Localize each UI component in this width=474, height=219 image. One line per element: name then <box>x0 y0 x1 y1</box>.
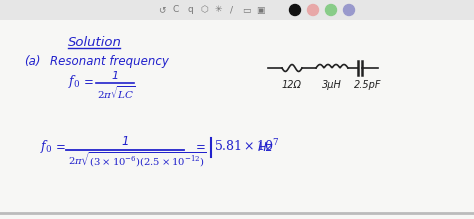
Text: 3μH: 3μH <box>322 80 342 90</box>
Text: C: C <box>173 5 179 14</box>
Text: 1: 1 <box>121 135 129 148</box>
Circle shape <box>326 5 337 16</box>
Text: ▣: ▣ <box>256 5 264 14</box>
Text: =: = <box>56 141 66 154</box>
Text: ↺: ↺ <box>158 5 166 14</box>
Text: 1: 1 <box>111 71 118 81</box>
Text: q: q <box>187 5 193 14</box>
Text: /: / <box>230 5 234 14</box>
Text: (a): (a) <box>24 55 40 68</box>
Text: $2\pi\sqrt{(3\times10^{-6})(2.5\times10^{-12})}$: $2\pi\sqrt{(3\times10^{-6})(2.5\times10^… <box>68 151 206 169</box>
Bar <box>0 0 474 20</box>
Text: ✳: ✳ <box>214 5 222 14</box>
Text: Solution: Solution <box>68 36 122 49</box>
Text: ▭: ▭ <box>242 5 250 14</box>
Text: 2.5pF: 2.5pF <box>354 80 382 90</box>
Text: =: = <box>196 141 206 154</box>
Text: $f_0$: $f_0$ <box>68 73 81 90</box>
Text: =: = <box>84 76 94 89</box>
Text: $2\pi\sqrt{LC}$: $2\pi\sqrt{LC}$ <box>97 84 136 101</box>
Text: $f_0$: $f_0$ <box>40 138 53 155</box>
Circle shape <box>290 5 301 16</box>
Circle shape <box>308 5 319 16</box>
Text: ⬡: ⬡ <box>200 5 208 14</box>
Text: 12Ω: 12Ω <box>282 80 302 90</box>
Circle shape <box>344 5 355 16</box>
Text: Hz: Hz <box>258 141 273 154</box>
Text: Resonant frequency: Resonant frequency <box>50 55 169 68</box>
Text: $5.81\times10^{7}$: $5.81\times10^{7}$ <box>214 138 280 154</box>
